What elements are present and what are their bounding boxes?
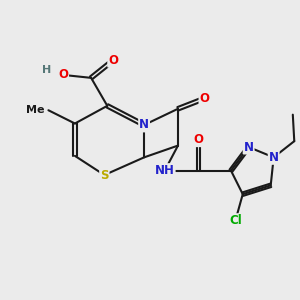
Text: N: N <box>244 141 254 154</box>
Text: NH: NH <box>155 164 175 177</box>
Text: O: O <box>58 68 68 81</box>
Text: N: N <box>139 118 149 131</box>
Text: Me: Me <box>26 105 44 115</box>
Text: Cl: Cl <box>229 214 242 227</box>
Text: O: O <box>194 133 204 146</box>
Text: O: O <box>108 54 118 67</box>
Text: H: H <box>42 65 52 76</box>
Text: S: S <box>100 169 109 182</box>
Text: N: N <box>269 151 279 164</box>
Text: O: O <box>200 92 209 105</box>
